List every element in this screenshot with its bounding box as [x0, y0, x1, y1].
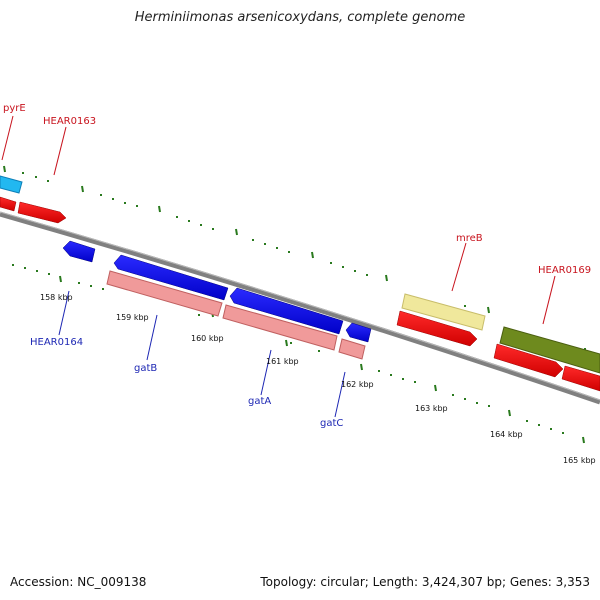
gene-pyrE[interactable] [0, 175, 23, 194]
gene-HEAR0169-cds[interactable] [493, 343, 564, 378]
label-gatB: gatB [134, 363, 157, 374]
scale-label-158: 158 kbp [40, 293, 73, 302]
scale-label-159: 159 kbp [116, 313, 149, 322]
scale-label-164: 164 kbp [490, 430, 523, 439]
label-mreB: mreB [456, 233, 483, 244]
gene-gatA-pink[interactable] [222, 304, 338, 351]
gene-mreB[interactable] [401, 293, 486, 331]
gene-gatA[interactable] [229, 287, 344, 335]
accession-text: Accession: NC_009138 [10, 575, 147, 589]
gene-HEAR0163[interactable] [17, 201, 67, 224]
label-HEAR0169: HEAR0169 [538, 265, 591, 276]
genome-backbone [0, 211, 600, 405]
scale-label-161: 161 kbp [266, 357, 299, 366]
topology-text: Topology: circular; Length: 3,424,307 bp… [260, 575, 590, 589]
gene-HEAR0164[interactable] [62, 240, 96, 263]
gene-mreB-cds[interactable] [396, 310, 478, 347]
label-HEAR0164: HEAR0164 [30, 337, 83, 348]
scale-label-163: 163 kbp [415, 404, 448, 413]
gene-gatB-pink[interactable] [106, 270, 223, 317]
gene-gatC-pink[interactable] [338, 338, 366, 360]
gene-HEAR0169[interactable] [499, 326, 600, 374]
map-title: Herminiimonas arsenicoxydans, complete g… [134, 10, 466, 25]
gene-gatC[interactable] [345, 322, 372, 343]
label-pyrE: pyrE [3, 103, 26, 114]
label-gatA: gatA [248, 396, 271, 407]
forward-tick-track [3, 165, 586, 350]
gene-HEAR0170-cds[interactable] [561, 365, 600, 392]
gene-pyrE-cds[interactable] [0, 196, 17, 212]
scale-label-160: 160 kbp [191, 334, 224, 343]
label-HEAR0163: HEAR0163 [43, 116, 96, 127]
scale-label-165: 165 kbp [563, 456, 596, 465]
scale-label-162: 162 kbp [341, 380, 374, 389]
reverse-tick-track [12, 264, 585, 444]
gene-gatB[interactable] [113, 254, 229, 301]
label-gatC: gatC [320, 418, 343, 429]
